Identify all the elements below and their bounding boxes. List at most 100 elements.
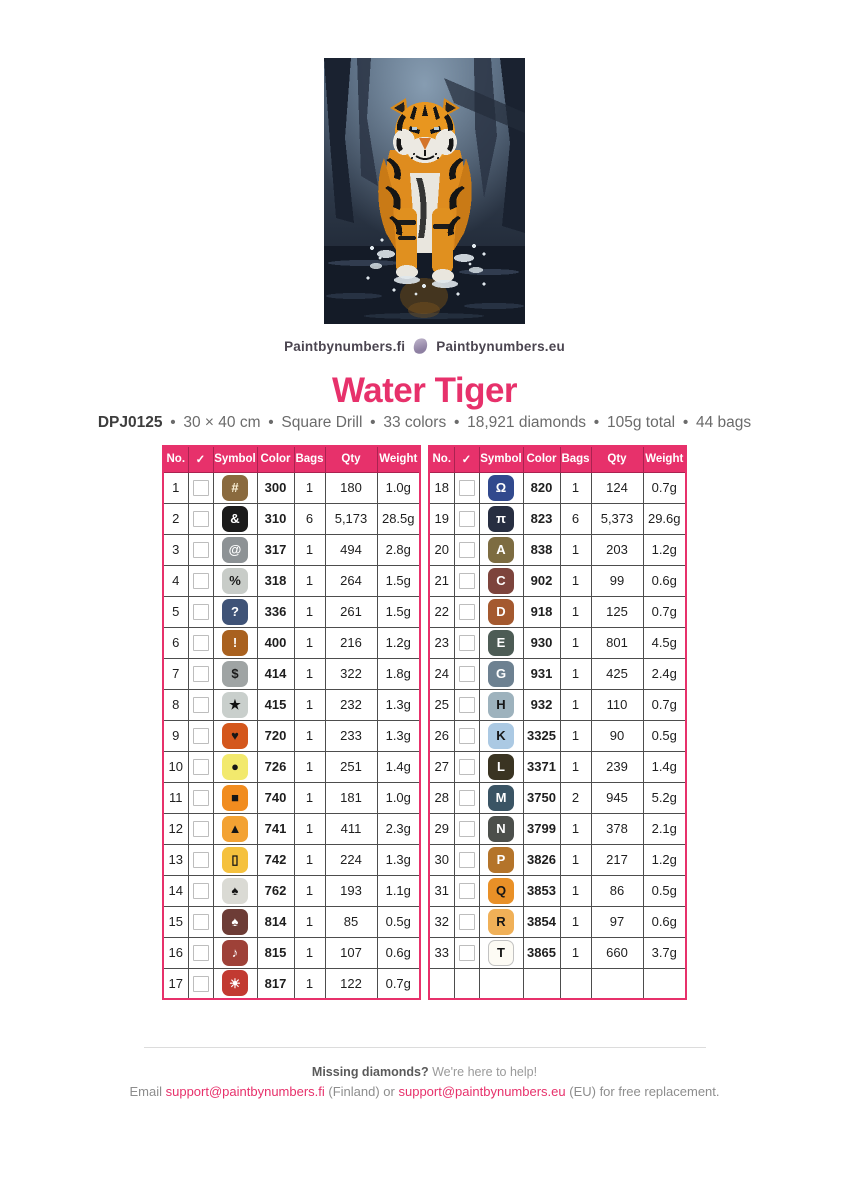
checkbox[interactable] xyxy=(192,665,209,682)
col-header-symbol: Symbol xyxy=(212,445,258,473)
support-email-fi-link[interactable]: support@paintbynumbers.fi xyxy=(165,1084,325,1099)
row-number: 24 xyxy=(428,657,455,690)
qty-cell: 180 xyxy=(324,471,378,504)
qty-cell: 801 xyxy=(590,626,644,659)
checkbox[interactable] xyxy=(458,510,475,527)
qty-cell: 494 xyxy=(324,533,378,566)
checkbox[interactable] xyxy=(192,975,209,992)
checkbox[interactable] xyxy=(192,820,209,837)
table-row: 33 T 3865 1 660 3.7g xyxy=(428,936,687,969)
table-row: 26 K 3325 1 90 0.5g xyxy=(428,719,687,752)
checkbox[interactable] xyxy=(192,479,209,496)
bags-cell: 1 xyxy=(559,812,592,845)
color-code-cell: 930 xyxy=(522,626,561,659)
checkbox[interactable] xyxy=(192,634,209,651)
checkbox[interactable] xyxy=(458,603,475,620)
row-number: 12 xyxy=(162,812,189,845)
bags-cell: 1 xyxy=(559,471,592,504)
symbol-chip: Ω xyxy=(488,474,514,501)
symbol-cell: ■ xyxy=(212,781,258,814)
table-row: 4% 318 1 264 1.5g xyxy=(162,564,421,597)
checkbox[interactable] xyxy=(458,541,475,558)
checkbox[interactable] xyxy=(458,913,475,930)
bags-cell: 1 xyxy=(559,533,592,566)
qty-cell: 322 xyxy=(324,657,378,690)
checkbox[interactable] xyxy=(192,913,209,930)
checkbox[interactable] xyxy=(458,479,475,496)
row-number: 20 xyxy=(428,533,455,566)
checkbox[interactable] xyxy=(192,727,209,744)
color-code-cell: 3865 xyxy=(522,936,561,969)
checkbox[interactable] xyxy=(192,882,209,899)
checkbox[interactable] xyxy=(458,758,475,775)
symbol-chip: A xyxy=(488,536,514,563)
tiger-artwork-image xyxy=(324,58,525,324)
row-number: 27 xyxy=(428,750,455,783)
checkbox[interactable] xyxy=(192,944,209,961)
symbol-chip: ☀ xyxy=(222,970,248,997)
checkbox[interactable] xyxy=(458,882,475,899)
checkbox[interactable] xyxy=(458,944,475,961)
checkbox[interactable] xyxy=(458,572,475,589)
color-code-cell: 318 xyxy=(256,564,295,597)
check-cell xyxy=(453,719,480,752)
color-code-cell: 817 xyxy=(256,967,295,1000)
footer-help-rest: We're here to help! xyxy=(428,1065,538,1079)
checkbox[interactable] xyxy=(192,758,209,775)
color-code-cell: 741 xyxy=(256,812,295,845)
checkbox[interactable] xyxy=(458,665,475,682)
checkbox[interactable] xyxy=(192,851,209,868)
symbol-chip: L xyxy=(488,753,514,780)
row-number: 6 xyxy=(162,626,189,659)
checkbox[interactable] xyxy=(192,789,209,806)
bags-cell: 1 xyxy=(559,626,592,659)
row-number: 1 xyxy=(162,471,189,504)
symbol-chip: N xyxy=(488,815,514,842)
symbol-chip: # xyxy=(222,474,248,501)
weight-cell xyxy=(642,967,687,1000)
qty-cell: 216 xyxy=(324,626,378,659)
check-cell xyxy=(187,812,214,845)
symbol-chip: C xyxy=(488,567,514,594)
checkbox[interactable] xyxy=(458,851,475,868)
checkbox[interactable] xyxy=(192,572,209,589)
weight-cell: 1.5g xyxy=(376,564,421,597)
bags-cell: 1 xyxy=(293,688,326,721)
table-row: 24 G 931 1 425 2.4g xyxy=(428,657,687,690)
qty-cell: 5,173 xyxy=(324,502,378,535)
checkbox[interactable] xyxy=(192,541,209,558)
checkbox[interactable] xyxy=(458,727,475,744)
bags-cell: 1 xyxy=(293,533,326,566)
qty-cell: 99 xyxy=(590,564,644,597)
checkbox[interactable] xyxy=(458,820,475,837)
table-row: 7 $414 1 322 1.8g xyxy=(162,657,421,690)
check-cell xyxy=(453,502,480,535)
table-row xyxy=(428,967,687,1000)
checkbox[interactable] xyxy=(192,603,209,620)
weight-cell: 0.7g xyxy=(642,595,687,628)
checkbox[interactable] xyxy=(192,696,209,713)
symbol-chip: % xyxy=(222,567,248,594)
color-code-cell: 740 xyxy=(256,781,295,814)
symbol-chip: ▯ xyxy=(222,846,248,873)
checkbox[interactable] xyxy=(192,510,209,527)
color-code-cell: 720 xyxy=(256,719,295,752)
bags-cell: 1 xyxy=(559,657,592,690)
weight-cell: 0.6g xyxy=(642,564,687,597)
support-email-eu-link[interactable]: support@paintbynumbers.eu xyxy=(398,1084,566,1099)
check-cell xyxy=(187,595,214,628)
row-number: 13 xyxy=(162,843,189,876)
symbol-cell: ♠ xyxy=(212,905,258,938)
checkbox[interactable] xyxy=(458,789,475,806)
table-row: 27 L 3371 1 239 1.4g xyxy=(428,750,687,783)
row-number: 8 xyxy=(162,688,189,721)
symbol-chip: & xyxy=(222,505,248,532)
check-cell xyxy=(187,781,214,814)
checkbox[interactable] xyxy=(458,696,475,713)
checkbox[interactable] xyxy=(458,634,475,651)
row-number: 19 xyxy=(428,502,455,535)
table-row: 19 π 823 6 5,373 29.6g xyxy=(428,502,687,535)
color-code-cell: 820 xyxy=(522,471,561,504)
color-code-cell: 823 xyxy=(522,502,561,535)
